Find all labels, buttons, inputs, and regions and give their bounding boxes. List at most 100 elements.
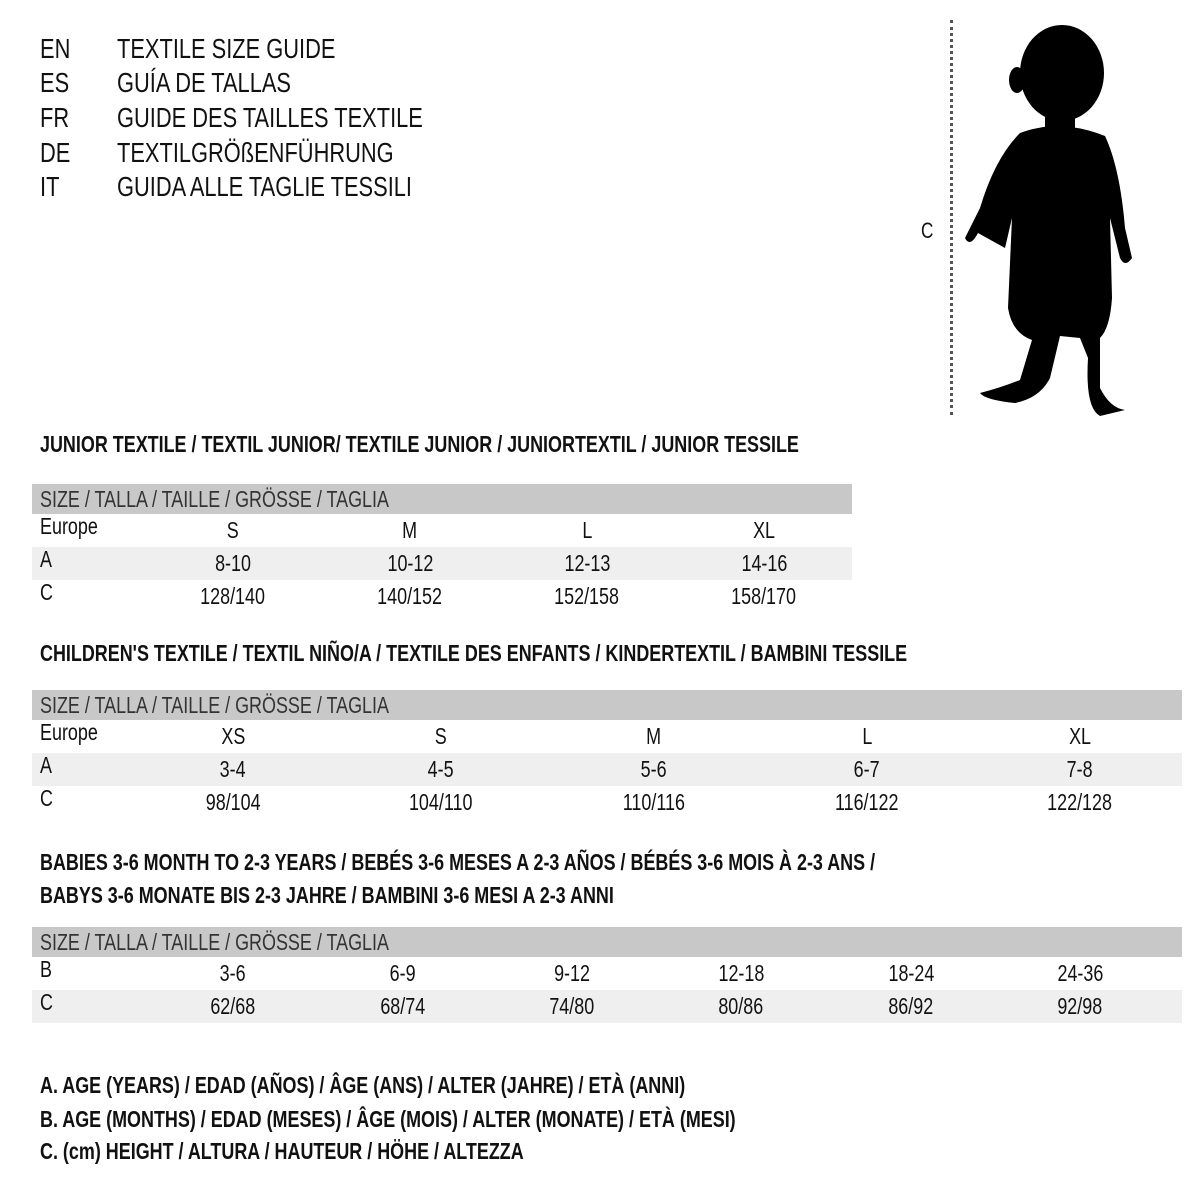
table-cell: XS (153, 720, 313, 753)
table-cell: 4-5 (361, 753, 521, 786)
row-label-text: C (40, 785, 53, 811)
cell-text: 104/110 (409, 789, 473, 815)
cell-text: 6-7 (854, 756, 880, 782)
lang-code: EN (40, 33, 71, 64)
table-header-text: SIZE / TALLA / TAILLE / GRÖSSE / TAGLIA (40, 486, 389, 512)
table-cell: 3-4 (153, 753, 313, 786)
cell-text: 3-4 (220, 756, 246, 782)
height-measure-line (950, 20, 953, 415)
title-text: TEXTILGRÖßENFÜHRUNG (117, 137, 394, 168)
cell-text: 4-5 (428, 756, 454, 782)
row-label: A (40, 749, 55, 782)
table-cell: 80/86 (661, 990, 821, 1023)
cell-text: 80/86 (718, 993, 764, 1019)
table-cell: 152/158 (507, 580, 667, 613)
cell-text: 3-6 (220, 960, 246, 986)
table-cell: S (153, 514, 313, 547)
table-row: C 128/140 140/152 152/158 158/170 (32, 579, 852, 613)
table-cell: M (330, 514, 490, 547)
row-label: C (40, 576, 57, 609)
table-cell: 14-16 (684, 547, 844, 580)
row-label-text: B (40, 956, 52, 982)
table-cell: 86/92 (831, 990, 991, 1023)
cell-text: M (402, 517, 418, 543)
section-title-text: CHILDREN'S TEXTILE / TEXTIL NIÑO/A / TEX… (40, 640, 908, 666)
row-label-text: C (40, 579, 53, 605)
table-cell: 3-6 (153, 957, 313, 990)
table-cell: 98/104 (153, 786, 313, 819)
cell-text: 8-10 (215, 550, 251, 576)
table-cell: 128/140 (153, 580, 313, 613)
height-measure-label: C (921, 218, 937, 244)
table-cell: 18-24 (831, 957, 991, 990)
table-cell: 24-36 (1000, 957, 1160, 990)
table-cell: 140/152 (330, 580, 490, 613)
cell-text: 86/92 (888, 993, 934, 1019)
row-label-text: A (40, 546, 52, 572)
row-label: B (40, 953, 55, 986)
table-header: SIZE / TALLA / TAILLE / GRÖSSE / TAGLIA (32, 484, 852, 514)
lang-code: IT (40, 171, 60, 202)
table-cell: L (507, 514, 667, 547)
table-cell: XL (684, 514, 844, 547)
legend-text: C. (cm) HEIGHT / ALTURA / HAUTEUR / HÖHE… (40, 1138, 524, 1164)
row-label-text: C (40, 989, 53, 1015)
section-title-text: BABYS 3-6 MONATE BIS 2-3 JAHRE / BAMBINI… (40, 882, 614, 908)
cell-text: 122/128 (1047, 789, 1113, 815)
table-cell: 68/74 (323, 990, 483, 1023)
cell-text: 10-12 (387, 550, 433, 576)
table-header: SIZE / TALLA / TAILLE / GRÖSSE / TAGLIA (32, 927, 1182, 957)
measure-label-text: C (921, 218, 934, 243)
cell-text: L (582, 517, 592, 543)
cell-text: 74/80 (549, 993, 595, 1019)
cell-text: 5-6 (641, 756, 667, 782)
cell-text: XL (1069, 723, 1091, 749)
table-cell: 92/98 (1000, 990, 1160, 1023)
cell-text: 14-16 (741, 550, 787, 576)
row-label: C (40, 782, 57, 815)
table-cell: S (361, 720, 521, 753)
cell-text: 6-9 (390, 960, 416, 986)
cell-text: 68/74 (380, 993, 426, 1019)
table-cell: M (574, 720, 734, 753)
title-text: GUIDE DES TAILLES TEXTILE (117, 102, 423, 133)
table-row: B 3-6 6-9 9-12 12-18 18-24 24-36 (32, 956, 1182, 990)
table-cell: XL (1000, 720, 1160, 753)
row-label: Europe (40, 510, 114, 543)
child-silhouette-icon (965, 25, 1132, 416)
table-header-text: SIZE / TALLA / TAILLE / GRÖSSE / TAGLIA (40, 692, 389, 718)
cell-text: 18-24 (888, 960, 934, 986)
table-cell: 8-10 (153, 547, 313, 580)
legend-text: B. AGE (MONTHS) / EDAD (MESES) / ÂGE (MO… (40, 1106, 736, 1132)
table-cell: 12-18 (661, 957, 821, 990)
babies-section-title-line2: BABYS 3-6 MONATE BIS 2-3 JAHRE / BAMBINI… (40, 882, 776, 909)
children-section-title: CHILDREN'S TEXTILE / TEXTIL NIÑO/A / TEX… (40, 640, 1152, 667)
table-cell: 74/80 (492, 990, 652, 1023)
table-row: Europe XS S M L XL (32, 719, 1182, 753)
table-cell: 116/122 (787, 786, 947, 819)
babies-size-table: SIZE / TALLA / TAILLE / GRÖSSE / TAGLIA B… (32, 927, 1182, 1023)
row-label-text: Europe (40, 719, 98, 745)
legend-text: A. AGE (YEARS) / EDAD (AÑOS) / ÂGE (ANS)… (40, 1072, 686, 1098)
table-cell: 158/170 (684, 580, 844, 613)
junior-section-title: JUNIOR TEXTILE / TEXTIL JUNIOR/ TEXTILE … (40, 431, 1013, 458)
title-text: GUIDA ALLE TAGLIE TESSILI (117, 171, 412, 202)
table-cell: 122/128 (1000, 786, 1160, 819)
legend-c: C. (cm) HEIGHT / ALTURA / HAUTEUR / HÖHE… (40, 1138, 660, 1165)
lang-code: FR (40, 102, 70, 133)
cell-text: 12-13 (564, 550, 610, 576)
row-label: C (40, 986, 57, 1019)
table-header: SIZE / TALLA / TAILLE / GRÖSSE / TAGLIA (32, 690, 1182, 720)
cell-text: S (227, 517, 239, 543)
cell-text: 92/98 (1057, 993, 1103, 1019)
cell-text: 110/116 (622, 789, 686, 815)
lang-code: ES (40, 67, 70, 98)
cell-text: 140/152 (377, 583, 443, 609)
junior-size-table: SIZE / TALLA / TAILLE / GRÖSSE / TAGLIA E… (32, 484, 852, 613)
table-cell: 12-13 (507, 547, 667, 580)
row-label: Europe (40, 716, 114, 749)
row-label-text: A (40, 752, 52, 778)
row-label: A (40, 543, 55, 576)
table-cell: 10-12 (330, 547, 490, 580)
table-cell: 6-7 (787, 753, 947, 786)
